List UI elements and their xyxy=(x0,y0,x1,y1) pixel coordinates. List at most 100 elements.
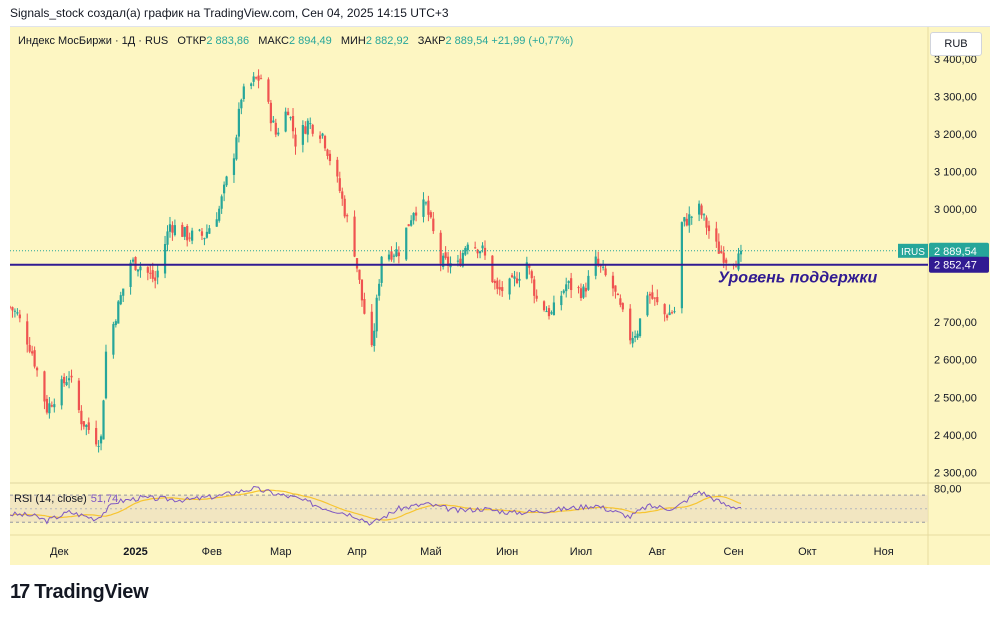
candle-body xyxy=(715,228,718,242)
candle-body xyxy=(493,280,496,284)
candle-body xyxy=(306,120,309,135)
candle-body xyxy=(528,264,531,268)
candle-body xyxy=(151,270,154,279)
candle-body xyxy=(311,124,314,134)
candle-body xyxy=(77,380,81,411)
candle-body xyxy=(579,288,583,299)
tradingview-brand: TradingView xyxy=(34,580,149,603)
candle-body xyxy=(673,311,676,313)
candle-body xyxy=(597,258,600,265)
candle-body xyxy=(82,421,85,427)
candle-body xyxy=(215,219,218,227)
candles xyxy=(10,69,743,453)
candle-body xyxy=(346,215,349,217)
candle-body xyxy=(666,315,669,318)
y-tick-label: 2 700,00 xyxy=(934,317,977,329)
candle-body xyxy=(242,86,245,100)
candle-body xyxy=(220,196,223,209)
candle-body xyxy=(355,258,359,269)
y-tick-label: 3 100,00 xyxy=(934,167,977,179)
candle-body xyxy=(328,153,332,162)
candle-body xyxy=(464,248,467,255)
candle-body xyxy=(286,111,290,116)
candle-body xyxy=(87,422,90,430)
candle-body xyxy=(343,198,346,217)
candle-body xyxy=(301,125,304,145)
symbol-tag: IRUS xyxy=(901,247,925,258)
candle-body xyxy=(525,262,528,279)
candle-body xyxy=(95,428,98,445)
candle-body xyxy=(375,297,378,332)
candle-body xyxy=(70,375,73,378)
x-tick-label: Авг xyxy=(649,546,666,558)
candle-body xyxy=(570,278,573,291)
currency-button[interactable]: RUB xyxy=(930,32,982,56)
candle-body xyxy=(395,249,398,257)
candle-body xyxy=(43,371,46,402)
candle-body xyxy=(223,184,226,194)
y-tick-label: 3 200,00 xyxy=(934,129,977,141)
candle-body xyxy=(208,228,211,234)
candle-body xyxy=(698,203,701,215)
y-tick-label: 2 400,00 xyxy=(934,430,977,442)
candle-body xyxy=(683,217,686,222)
candle-body xyxy=(53,404,56,408)
candle-body xyxy=(510,275,514,278)
candle-body xyxy=(491,255,494,283)
support-annotation: Уровень поддержки xyxy=(718,270,877,287)
candle-body xyxy=(501,287,504,292)
candle-body xyxy=(304,126,307,134)
candle-body xyxy=(102,400,105,440)
candle-body xyxy=(338,178,341,191)
candle-body xyxy=(18,314,21,319)
candle-body xyxy=(321,133,324,136)
candle-body xyxy=(565,284,568,292)
candle-body xyxy=(131,259,135,262)
candle-body xyxy=(363,299,366,314)
candle-body xyxy=(336,159,339,177)
candle-body xyxy=(28,344,31,352)
candle-body xyxy=(739,250,743,255)
close-label: ЗАКР xyxy=(417,35,446,47)
candle-body xyxy=(323,135,327,149)
rsi-line xyxy=(10,485,742,526)
x-tick-label: Сен xyxy=(724,546,744,558)
candle-body xyxy=(422,199,425,217)
candle-body xyxy=(119,295,122,305)
candle-body xyxy=(358,269,361,280)
candle-body xyxy=(636,333,639,338)
candle-body xyxy=(277,132,280,135)
candle-body xyxy=(414,212,418,216)
candle-body xyxy=(166,231,169,245)
candle-body xyxy=(410,220,413,226)
chart-caption: Signals_stock создал(а) график на Tradin… xyxy=(10,6,449,20)
candle-body xyxy=(466,244,469,251)
rsi-value: 51,74 xyxy=(90,493,119,505)
candle-body xyxy=(587,275,590,290)
candle-body xyxy=(200,231,204,236)
candle-body xyxy=(584,287,588,292)
candle-body xyxy=(378,283,381,296)
x-tick-label: Июл xyxy=(570,546,592,558)
candle-body xyxy=(257,75,260,81)
price-chart[interactable]: 3 400,00 3 300,00 3 200,00 3 100,00 3 000,00… xyxy=(10,27,990,565)
candle-body xyxy=(619,298,622,305)
candle-body xyxy=(513,276,516,279)
chart-area[interactable]: 3 400,00 3 300,00 3 200,00 3 100,00 3 000,00… xyxy=(10,26,990,565)
candle-body xyxy=(459,258,462,266)
candle-body xyxy=(392,255,396,257)
candle-body xyxy=(390,251,393,260)
candle-body xyxy=(181,224,184,237)
candle-body xyxy=(112,324,115,355)
candle-body xyxy=(685,218,688,226)
candle-body xyxy=(318,135,322,139)
candle-body xyxy=(205,231,208,238)
candle-body xyxy=(461,252,464,267)
x-tick-label: Апр xyxy=(347,546,366,558)
candle-body xyxy=(129,262,132,287)
y-tick-label: 2 600,00 xyxy=(934,355,977,367)
candle-body xyxy=(232,158,236,175)
rsi-label: RSI (14, close) xyxy=(14,493,87,505)
tradingview-logo[interactable]: 17 TradingView xyxy=(10,580,149,603)
candle-body xyxy=(289,117,292,119)
